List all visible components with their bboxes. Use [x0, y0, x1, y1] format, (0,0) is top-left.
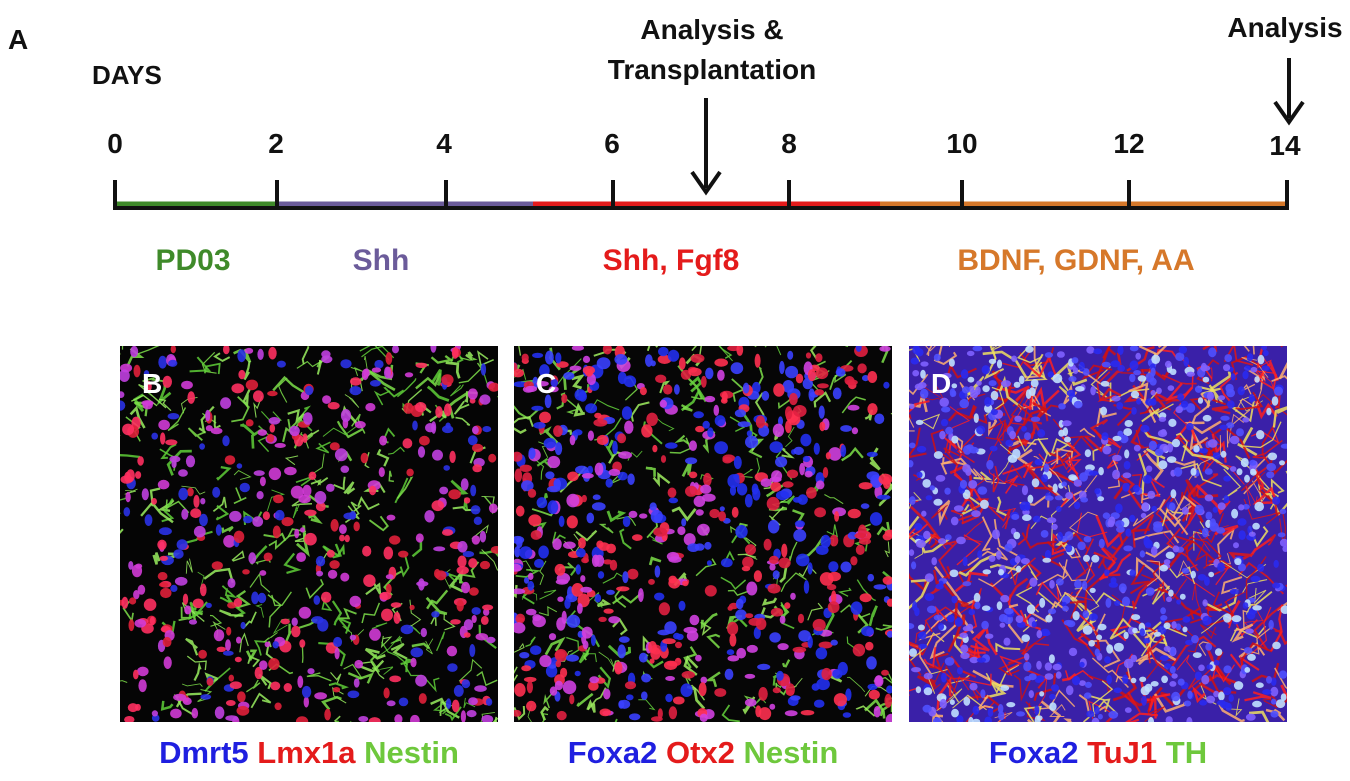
arrow-analysis-end — [1273, 58, 1305, 126]
caption-c: Foxa2 Otx2 Nestin — [568, 735, 839, 771]
marker-dmrt5: Dmrt5 — [159, 735, 249, 770]
cells-image-d — [909, 346, 1287, 722]
phase-label-shh: Shh — [352, 244, 410, 277]
marker-th: TH — [1165, 735, 1208, 770]
caption-d: Foxa2 TuJ1 TH — [989, 735, 1207, 771]
analysis-transplantation-label: Analysis & Transplantation — [608, 10, 816, 90]
microscopy-panel-d: D — [909, 346, 1287, 722]
tick-label-6: 6 — [604, 128, 620, 159]
marker-foxa2: Foxa2 — [988, 735, 1079, 770]
timeline-ticks — [113, 180, 1289, 210]
phase-label-shh-fgf8: Shh, Fgf8 — [602, 244, 740, 277]
tick-label-12: 12 — [1113, 128, 1145, 159]
annotation-line-1: Analysis & — [640, 14, 784, 45]
caption-b: Dmrt5 Lmx1a Nestin — [159, 735, 459, 771]
days-label: DAYS — [92, 60, 162, 90]
cells-image-c — [514, 346, 892, 722]
cells-image-b — [120, 346, 498, 722]
phase-label-pd03: PD03 — [155, 244, 231, 277]
tick-label-10: 10 — [946, 128, 978, 159]
phase-label-bdnf-gdnf-aa: BDNF, GDNF, AA — [957, 244, 1195, 277]
microscopy-panel-c: C — [514, 346, 892, 722]
marker-tuj1: TuJ1 — [1087, 735, 1158, 770]
panel-a-letter: A — [8, 24, 29, 55]
marker-lmx1a: Lmx1a — [257, 735, 356, 770]
marker-otx2: Otx2 — [665, 735, 735, 770]
tick-label-8: 8 — [781, 128, 797, 159]
microscopy-panel-b: B — [120, 346, 498, 722]
marker-nestin: Nestin — [364, 735, 459, 770]
marker-foxa2: Foxa2 — [567, 735, 658, 770]
panel-b-letter: B — [142, 368, 163, 399]
arrow-transplantation — [690, 98, 722, 196]
marker-nestin: Nestin — [743, 735, 839, 770]
panel-d-letter: D — [931, 368, 952, 399]
analysis-end-label: Analysis — [1227, 12, 1343, 43]
tick-label-2: 2 — [268, 128, 284, 159]
panel-c-letter: C — [536, 368, 557, 399]
timeline-graphic — [113, 58, 1305, 210]
tick-label-14: 14 — [1269, 130, 1301, 161]
annotation-line-2: Transplantation — [607, 54, 817, 85]
tick-label-0: 0 — [107, 128, 123, 159]
tick-label-4: 4 — [436, 128, 452, 159]
